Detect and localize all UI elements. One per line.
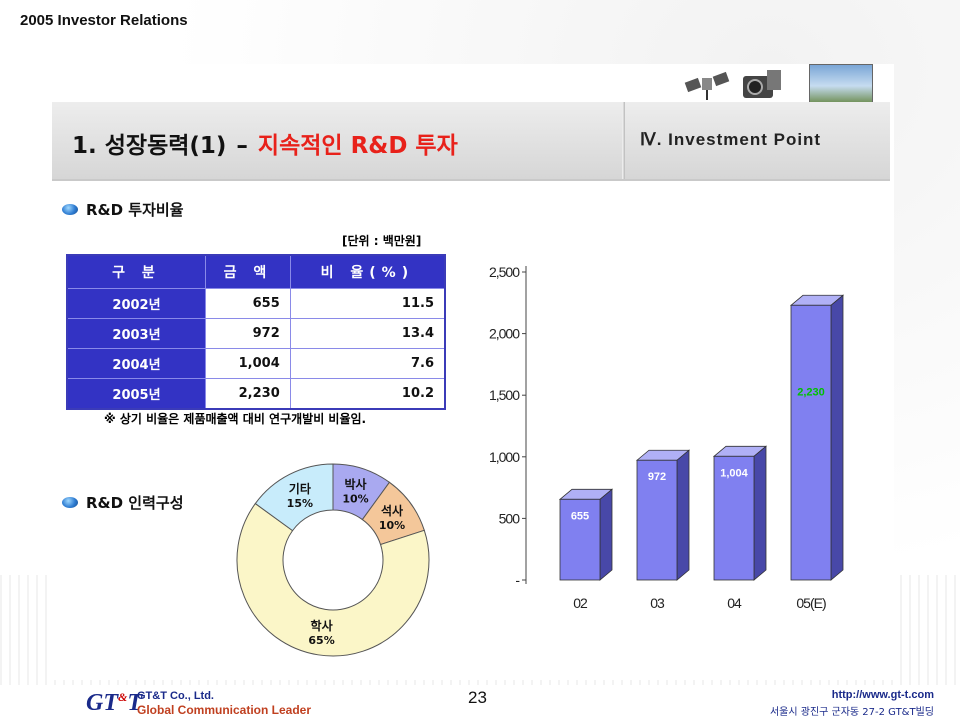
y-tick-label: - [515, 572, 520, 588]
year-cell: 2002년 [66, 288, 206, 319]
rd-staff-heading: R&D 인력구성 [86, 494, 184, 512]
bar [636, 459, 678, 581]
bar-side [599, 488, 613, 581]
rd-investment-bar-chart: - 500 1,000 1,500 2,000 2,500 655 02 972 03 1,004 0… [489, 264, 845, 611]
donut-slice-label: 석사 [381, 503, 403, 518]
table-row: 2003년 972 13.4 [66, 318, 446, 349]
ratio-cell: 13.4 [289, 318, 446, 349]
donut-slice-pct: 10% [342, 493, 368, 506]
ratio-cell: 7.6 [289, 348, 446, 379]
slide-title-highlight: 지속적인 R&D 투자 [257, 133, 458, 159]
amount-cell: 1,004 [205, 348, 291, 379]
slide-title-main: 1. 성장동력(1) [72, 133, 227, 159]
bar-side [830, 294, 844, 581]
table-footnote: ※ 상기 비율은 제품매출액 대비 연구개발비 비율임. [104, 412, 367, 426]
dish-photo-icon [809, 64, 873, 104]
donut-slice-label: 기타 [289, 481, 311, 496]
document-title: 2005 Investor Relations [20, 12, 188, 29]
amount-cell: 2,230 [205, 378, 291, 410]
slide-title-dash: – [236, 133, 248, 159]
donut-slice-pct: 65% [308, 634, 334, 647]
donut-slice [236, 502, 430, 657]
satellite-icon [684, 71, 730, 100]
bar [713, 455, 755, 581]
year-cell: 2004년 [66, 348, 206, 379]
bar-data-label: 1,004 [720, 467, 748, 479]
year-cell: 2005년 [66, 378, 206, 410]
table-row: 2002년 655 11.5 [66, 288, 446, 319]
rd-ratio-heading: R&D 투자비율 [86, 201, 184, 219]
footer-company: GT&T Co., Ltd. [137, 690, 214, 702]
camera-icon [743, 70, 781, 98]
bar [559, 498, 601, 581]
donut-slice-pct: 10% [379, 519, 405, 532]
footer-url[interactable]: http://www.gt-t.com [831, 689, 934, 701]
donut-slice-pct: 15% [287, 497, 313, 510]
bar [790, 304, 832, 581]
table-row: 2004년 1,004 7.6 [66, 348, 446, 379]
column-header: 구 분 [66, 254, 206, 289]
slide: 1. 성장동력(1) – 지속적인 R&D 투자 Ⅳ. Investment Poi… [52, 64, 894, 680]
table-row: 2005년 2,230 10.2 [66, 378, 446, 410]
donut-slice-label: 학사 [311, 618, 333, 633]
donut-slice-label: 박사 [345, 477, 367, 492]
bar-data-label: 2,230 [797, 386, 825, 398]
slide-title: 1. 성장동력(1) – 지속적인 R&D 투자 [72, 126, 458, 160]
y-tick-label: 500 [499, 510, 521, 526]
amount-cell: 655 [205, 288, 291, 319]
section-label: Ⅳ. Investment Point [640, 130, 822, 149]
y-tick-label: 1,500 [489, 387, 520, 403]
column-header: 비 율(%) [289, 254, 446, 289]
x-tick-label: 05(E) [796, 595, 826, 611]
x-tick-label: 02 [573, 595, 588, 611]
header-bar: 1. 성장동력(1) – 지속적인 R&D 투자 Ⅳ. Investment Poi… [52, 102, 890, 181]
unit-label: [단위 : 백만원] [342, 234, 422, 248]
bar-data-label: 655 [571, 510, 589, 522]
x-tick-label: 04 [727, 595, 742, 611]
y-tick-label: 2,000 [489, 326, 520, 342]
bullet-icon [62, 204, 78, 215]
footer-tagline: Global Communication Leader [137, 703, 312, 717]
header-icons [682, 64, 892, 104]
y-tick-label: 1,000 [489, 449, 520, 465]
bar-side [753, 445, 767, 581]
footer-address: 서울시 광진구 군자동 27-2 GT&T빌딩 [769, 707, 934, 718]
donut-slice [254, 463, 334, 532]
rd-ratio-table: 구 분 금 액 비 율(%) 2002년 655 11.5 2003년 972 … [66, 254, 446, 410]
bullet-icon [62, 497, 78, 508]
header-divider [622, 102, 625, 179]
table-header-row: 구 분 금 액 비 율(%) [66, 254, 446, 289]
amount-cell: 972 [205, 318, 291, 349]
x-tick-label: 03 [650, 595, 665, 611]
y-tick-label: 2,500 [489, 264, 520, 280]
ratio-cell: 11.5 [289, 288, 446, 319]
column-header: 금 액 [205, 254, 291, 289]
bar-side [676, 449, 690, 581]
ratio-cell: 10.2 [289, 378, 446, 410]
page-number: 23 [468, 688, 487, 707]
company-logo: GT&T [86, 690, 143, 716]
bar-data-label: 972 [648, 471, 666, 483]
year-cell: 2003년 [66, 318, 206, 349]
